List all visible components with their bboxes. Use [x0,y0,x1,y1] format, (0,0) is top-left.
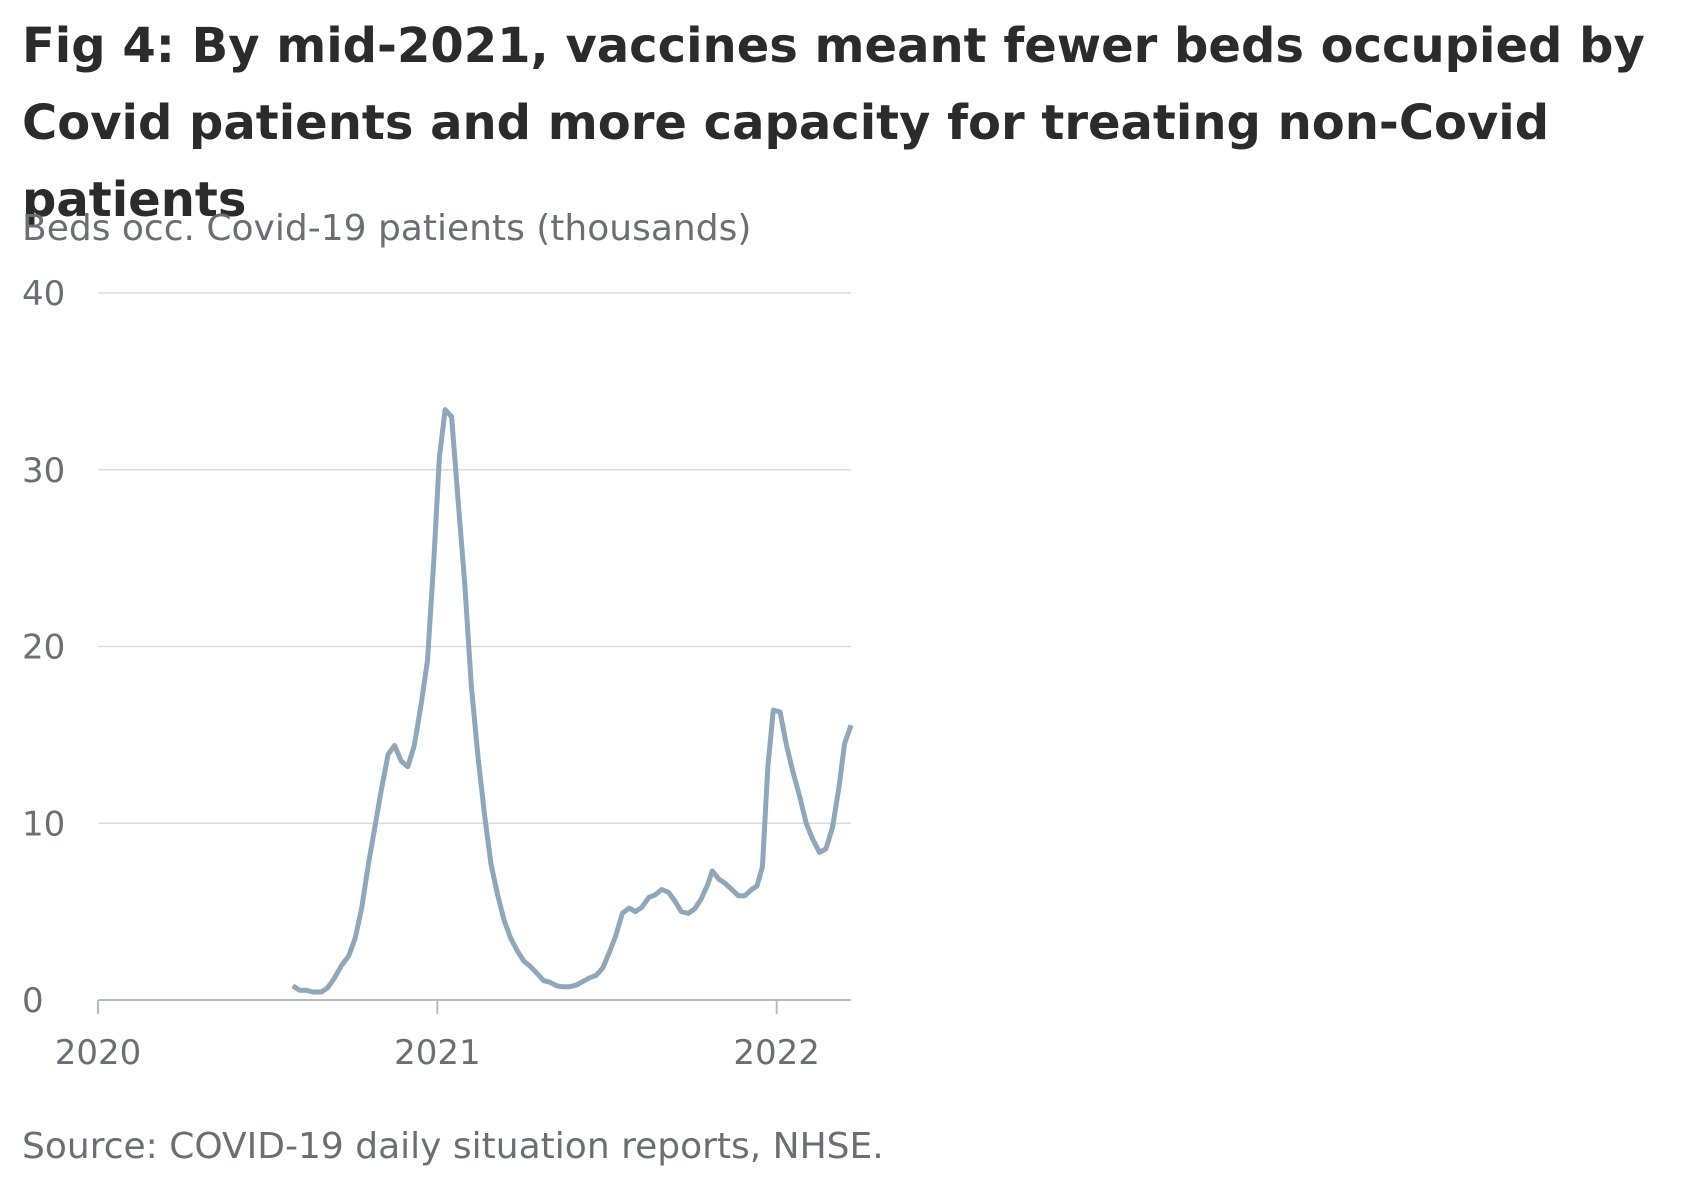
y-tick-label: 0 [22,981,44,1021]
y-axis-label: Beds occ. Covid-19 patients (thousands) [22,208,751,249]
x-tick-label: 2020 [55,1033,142,1073]
y-tick-label: 20 [22,628,65,668]
y-tick-label: 30 [22,451,65,491]
x-tick-label: 2021 [394,1033,481,1073]
y-tick-label: 10 [22,804,65,844]
source-note: Source: COVID-19 daily situation reports… [22,1126,884,1167]
y-tick-label: 40 [22,274,65,314]
x-tick-label: 2022 [733,1033,820,1073]
chart-title: Fig 4: By mid-2021, vaccines meant fewer… [22,18,1645,228]
data-line [291,407,854,995]
